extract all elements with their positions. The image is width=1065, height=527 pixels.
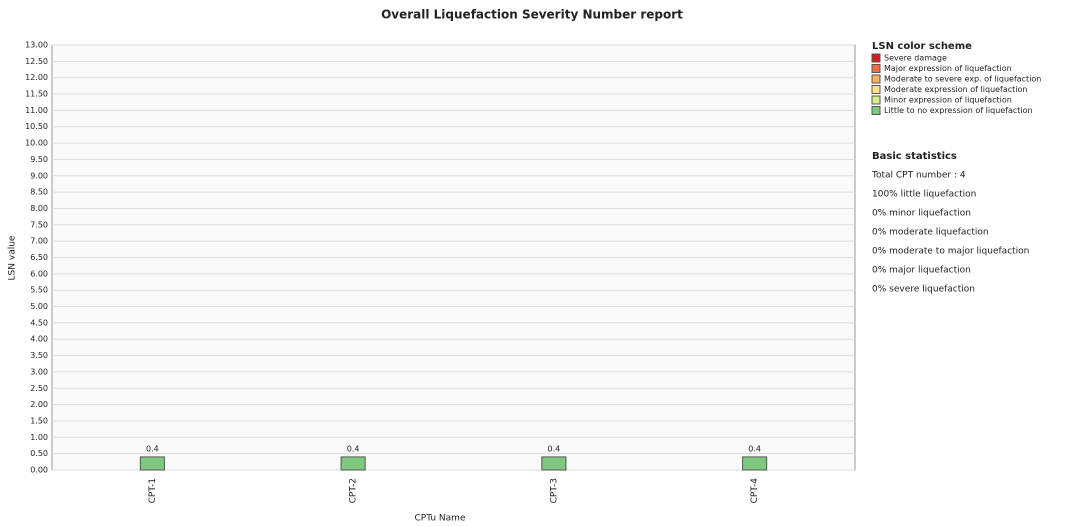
stat-line: Total CPT number : 4 (871, 171, 966, 181)
stat-line: 0% moderate to major liquefaction (872, 247, 1029, 257)
y-tick-label: 5.00 (30, 302, 48, 311)
y-tick-label: 12.50 (25, 57, 48, 66)
stat-line: 0% major liquefaction (872, 266, 971, 276)
x-axis-title: CPTu Name (415, 514, 466, 524)
legend-label: Little to no expression of liquefaction (884, 106, 1033, 115)
y-tick-label: 9.50 (30, 155, 48, 164)
x-tick-label: CPT-1 (148, 478, 158, 503)
stats-title: Basic statistics (872, 151, 957, 162)
data-label: 0.4 (347, 444, 360, 453)
legend-swatch (871, 74, 881, 84)
chart-title: Overall Liquefaction Severity Number rep… (381, 8, 683, 22)
data-label: 0.4 (146, 444, 159, 453)
y-tick-label: 11.50 (25, 90, 48, 99)
y-tick-label: 4.50 (30, 318, 48, 327)
y-tick-label: 11.00 (25, 106, 48, 115)
y-tick-label: 12.00 (25, 73, 48, 82)
legend-swatch (871, 53, 881, 63)
legend-swatch (871, 95, 881, 105)
y-tick-label: 13.00 (25, 41, 48, 50)
stat-line: 0% minor liquefaction (872, 209, 971, 219)
y-tick-label: 7.00 (30, 237, 48, 246)
y-tick-label: 8.50 (30, 188, 48, 197)
y-tick-label: 10.50 (25, 122, 48, 131)
y-tick-label: 2.50 (30, 384, 48, 393)
y-tick-label: 7.50 (30, 220, 48, 229)
legend-label: Moderate to severe exp. of liquefaction (884, 75, 1041, 84)
data-label: 0.4 (748, 444, 761, 453)
legend-label: Major expression of liquefaction (884, 64, 1012, 73)
y-tick-label: 1.00 (30, 433, 48, 442)
stat-line: 0% severe liquefaction (872, 285, 975, 295)
y-tick-label: 5.50 (30, 286, 48, 295)
legend-title: LSN color scheme (872, 41, 972, 52)
y-tick-label: 0.00 (30, 466, 48, 475)
y-tick-label: 2.00 (30, 400, 48, 409)
y-tick-label: 6.50 (30, 253, 48, 262)
y-tick-label: 1.50 (30, 416, 48, 425)
stat-line: 0% moderate liquefaction (872, 228, 989, 238)
y-tick-label: 6.00 (30, 269, 48, 278)
legend-swatch (871, 85, 881, 94)
bar (139, 456, 165, 471)
y-tick-label: 9.00 (30, 171, 48, 180)
legend-label: Minor expression of liquefaction (884, 96, 1012, 105)
x-tick-label: CPT-4 (750, 478, 760, 504)
bar (340, 456, 366, 471)
y-tick-label: 8.00 (30, 204, 48, 213)
y-tick-label: 3.00 (30, 367, 48, 376)
y-tick-label: 3.50 (30, 351, 48, 360)
y-tick-label: 0.50 (30, 449, 48, 458)
legend-swatch (871, 106, 881, 115)
stat-line: 100% little liquefaction (872, 190, 976, 200)
legend-label: Moderate expression of liquefaction (884, 85, 1028, 94)
legend-swatch (871, 64, 881, 73)
y-tick-label: 4.00 (30, 335, 48, 344)
x-tick-label: CPT-2 (349, 478, 359, 503)
y-tick-label: 10.00 (25, 139, 48, 148)
x-tick-label: CPT-3 (549, 478, 559, 503)
legend-label: Severe damage (884, 54, 947, 63)
data-label: 0.4 (548, 444, 561, 453)
bar (742, 456, 768, 471)
y-axis-title: LSN value (8, 235, 18, 280)
bar (541, 456, 567, 471)
